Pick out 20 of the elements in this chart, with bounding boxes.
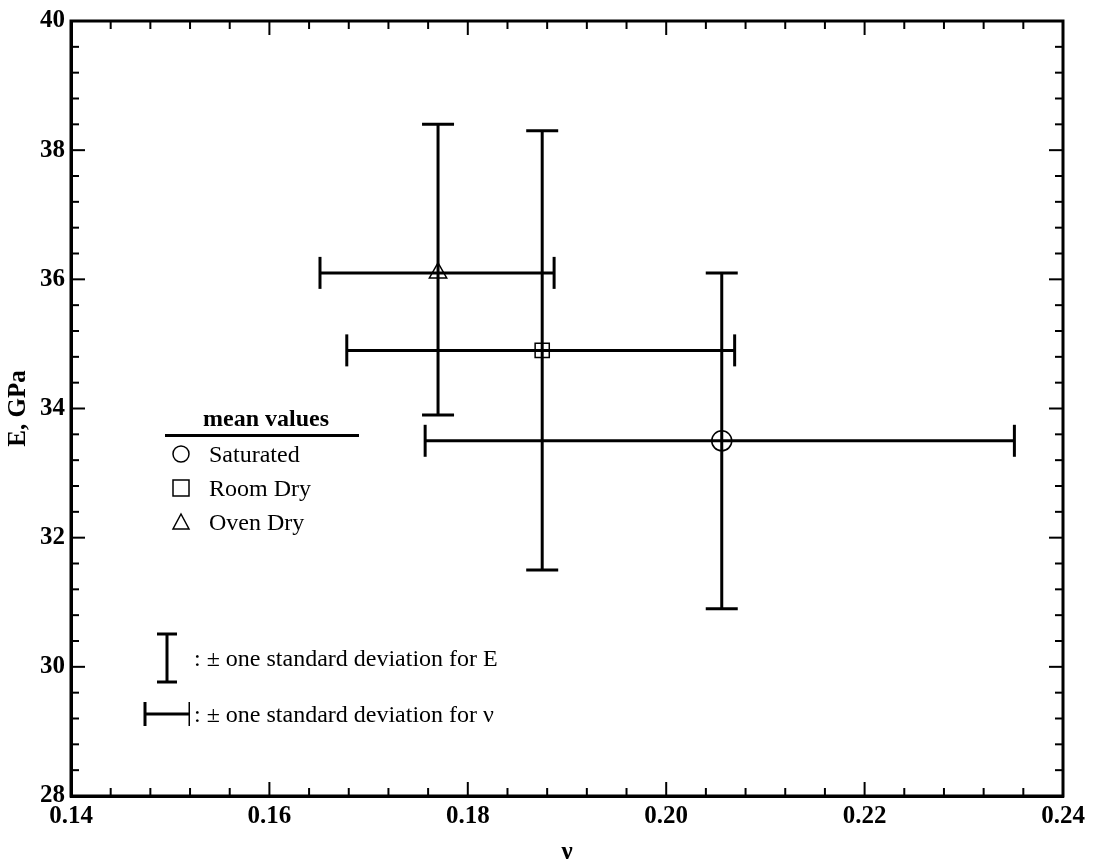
legend-label: Room Dry (209, 474, 311, 502)
y-axis-title: E, GPa (3, 369, 31, 447)
x-axis-title: ν (560, 837, 573, 865)
annotation: : ± one standard deviation for E (194, 644, 498, 672)
y-tick-label: 30 (40, 651, 65, 679)
legend-label: Saturated (209, 440, 300, 468)
y-tick-label: 40 (40, 5, 65, 33)
x-tick-label: 0.20 (644, 801, 689, 829)
x-tick-label: 0.22 (842, 801, 887, 829)
annotation: : ± one standard deviation for ν (194, 700, 494, 728)
y-tick-label: 32 (40, 522, 65, 550)
y-tick-label: 38 (40, 134, 65, 162)
x-tick-label: 0.14 (49, 801, 94, 829)
legend-label: Oven Dry (209, 508, 305, 536)
y-tick-label: 36 (40, 263, 65, 291)
x-tick-label: 0.16 (247, 801, 292, 829)
y-tick-label: 34 (40, 392, 66, 420)
legend-title: mean values (165, 405, 359, 437)
x-tick-label: 0.18 (445, 801, 490, 829)
x-tick-label: 0.24 (1041, 801, 1086, 829)
